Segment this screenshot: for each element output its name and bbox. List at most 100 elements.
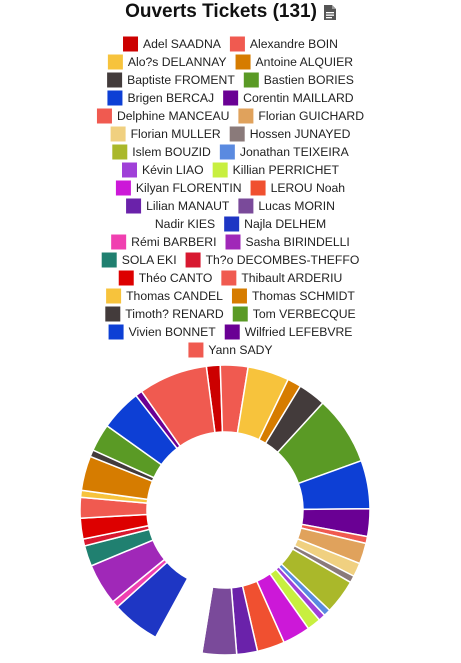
legend-label: Timoth? RENARD bbox=[125, 307, 224, 321]
legend-label: Théo CANTO bbox=[139, 271, 213, 285]
legend-swatch bbox=[96, 108, 112, 124]
legend-item[interactable]: Timoth? RENARD bbox=[105, 306, 224, 322]
legend-swatch bbox=[107, 54, 123, 70]
legend-label: Lilian MANAUT bbox=[146, 199, 230, 213]
legend-label: Hossen JUNAYED bbox=[250, 127, 351, 141]
legend-label: Wilfried LEFEBVRE bbox=[245, 325, 353, 339]
legend-item[interactable]: Florian GUICHARD bbox=[238, 108, 364, 124]
legend-swatch bbox=[107, 90, 123, 106]
legend-item[interactable]: Wilfried LEFEBVRE bbox=[224, 324, 353, 340]
legend-item[interactable]: Florian MULLER bbox=[110, 126, 221, 142]
legend-swatch bbox=[123, 36, 139, 52]
legend-item[interactable]: Tom VERBECQUE bbox=[232, 306, 356, 322]
legend-swatch bbox=[238, 198, 254, 214]
legend-label: LEROU Noah bbox=[271, 181, 346, 195]
legend-item[interactable]: Lilian MANAUT bbox=[126, 198, 230, 214]
legend-swatch bbox=[229, 126, 245, 142]
legend-item[interactable]: Lucas MORIN bbox=[238, 198, 335, 214]
legend-swatch bbox=[212, 162, 228, 178]
legend-label: Sasha BIRINDELLI bbox=[246, 235, 350, 249]
legend-item[interactable]: Delphine MANCEAU bbox=[96, 108, 229, 124]
legend-label: Tom VERBECQUE bbox=[253, 307, 356, 321]
legend-swatch bbox=[243, 72, 259, 88]
legend-label: Florian MULLER bbox=[131, 127, 221, 141]
legend-item[interactable]: Sasha BIRINDELLI bbox=[225, 234, 350, 250]
legend-item[interactable]: Rémi BARBERI bbox=[111, 234, 217, 250]
legend-swatch bbox=[108, 324, 124, 340]
legend-item[interactable]: Antoine ALQUIER bbox=[235, 54, 354, 70]
title-row: Ouverts Tickets (131) bbox=[0, 0, 461, 24]
legend-item[interactable]: Corentin MAILLARD bbox=[223, 90, 354, 106]
legend-swatch bbox=[115, 180, 131, 196]
legend-item[interactable]: Hossen JUNAYED bbox=[229, 126, 351, 142]
legend-item[interactable]: LEROU Noah bbox=[250, 180, 346, 196]
legend-swatch bbox=[231, 288, 247, 304]
legend-label: Delphine MANCEAU bbox=[117, 109, 229, 123]
legend-swatch bbox=[107, 72, 123, 88]
legend-label: Adel SAADNA bbox=[143, 37, 222, 51]
document-icon[interactable] bbox=[323, 4, 336, 20]
legend-swatch bbox=[112, 144, 128, 160]
legend-item[interactable]: Thibault ARDERIU bbox=[221, 270, 342, 286]
doughnut-slices bbox=[79, 364, 371, 656]
legend-swatch bbox=[225, 234, 241, 250]
legend-swatch bbox=[224, 324, 240, 340]
legend-swatch bbox=[188, 342, 204, 358]
legend-item[interactable]: SOLA EKI bbox=[101, 252, 177, 268]
legend-label: Thibault ARDERIU bbox=[241, 271, 342, 285]
legend-label: Baptiste FROMENT bbox=[127, 73, 235, 87]
legend-label: Brigen BERCAJ bbox=[127, 91, 214, 105]
legend-item[interactable]: Alexandre BOIN bbox=[229, 36, 338, 52]
legend-item[interactable]: Nadir KIES bbox=[134, 216, 215, 232]
legend-item[interactable]: Baptiste FROMENT bbox=[107, 72, 235, 88]
legend-label: Kévin LIAO bbox=[142, 163, 204, 177]
legend-item[interactable]: Vivien BONNET bbox=[108, 324, 217, 340]
legend-item[interactable]: Brigen BERCAJ bbox=[107, 90, 214, 106]
legend: Adel SAADNA Alexandre BOIN Alo?s DELANNAY A… bbox=[96, 36, 364, 358]
legend-item[interactable]: Bastien BORIES bbox=[243, 72, 354, 88]
doughnut-slice[interactable] bbox=[140, 365, 216, 448]
legend-item[interactable]: Théo CANTO bbox=[118, 270, 213, 286]
legend-label: Th?o DECOMBES-THEFFO bbox=[206, 253, 360, 267]
legend-swatch bbox=[110, 126, 126, 142]
legend-swatch bbox=[122, 162, 138, 178]
legend-swatch bbox=[250, 180, 266, 196]
legend-item[interactable]: Najla DELHEM bbox=[224, 216, 326, 232]
legend-swatch bbox=[219, 144, 235, 160]
legend-swatch bbox=[126, 198, 142, 214]
legend-item[interactable]: Jonathan TEIXEIRA bbox=[219, 144, 350, 160]
legend-label: Thomas SCHMIDT bbox=[252, 289, 355, 303]
legend-label: SOLA EKI bbox=[122, 253, 177, 267]
legend-label: Corentin MAILLARD bbox=[243, 91, 354, 105]
legend-item[interactable]: Killian PERRICHET bbox=[212, 162, 340, 178]
legend-swatch bbox=[235, 54, 251, 70]
legend-item[interactable]: Thomas SCHMIDT bbox=[231, 288, 355, 304]
legend-item[interactable]: Islem BOUZID bbox=[112, 144, 211, 160]
legend-label: Killian PERRICHET bbox=[233, 163, 340, 177]
legend-swatch bbox=[229, 36, 245, 52]
legend-item[interactable]: Alo?s DELANNAY bbox=[107, 54, 227, 70]
legend-item[interactable]: Th?o DECOMBES-THEFFO bbox=[185, 252, 360, 268]
legend-item[interactable]: Yann SADY bbox=[188, 342, 273, 358]
legend-item[interactable]: Kilyan FLORENTIN bbox=[115, 180, 242, 196]
legend-swatch bbox=[106, 288, 122, 304]
legend-label: Najla DELHEM bbox=[244, 217, 326, 231]
legend-label: Alexandre BOIN bbox=[250, 37, 338, 51]
legend-swatch bbox=[118, 270, 134, 286]
legend-label: Vivien BONNET bbox=[129, 325, 217, 339]
legend-item[interactable]: Kévin LIAO bbox=[122, 162, 204, 178]
legend-label: Thomas CANDEL bbox=[126, 289, 223, 303]
legend-swatch bbox=[111, 234, 127, 250]
legend-swatch bbox=[105, 306, 121, 322]
legend-label: Lucas MORIN bbox=[258, 199, 335, 213]
legend-label: Antoine ALQUIER bbox=[256, 55, 354, 69]
legend-label: Islem BOUZID bbox=[132, 145, 211, 159]
legend-label: Nadir KIES bbox=[155, 217, 215, 231]
legend-label: Jonathan TEIXEIRA bbox=[240, 145, 350, 159]
legend-swatch bbox=[223, 90, 239, 106]
legend-item[interactable]: Thomas CANDEL bbox=[106, 288, 223, 304]
legend-item[interactable]: Adel SAADNA bbox=[123, 36, 222, 52]
legend-label: Bastien BORIES bbox=[264, 73, 354, 87]
